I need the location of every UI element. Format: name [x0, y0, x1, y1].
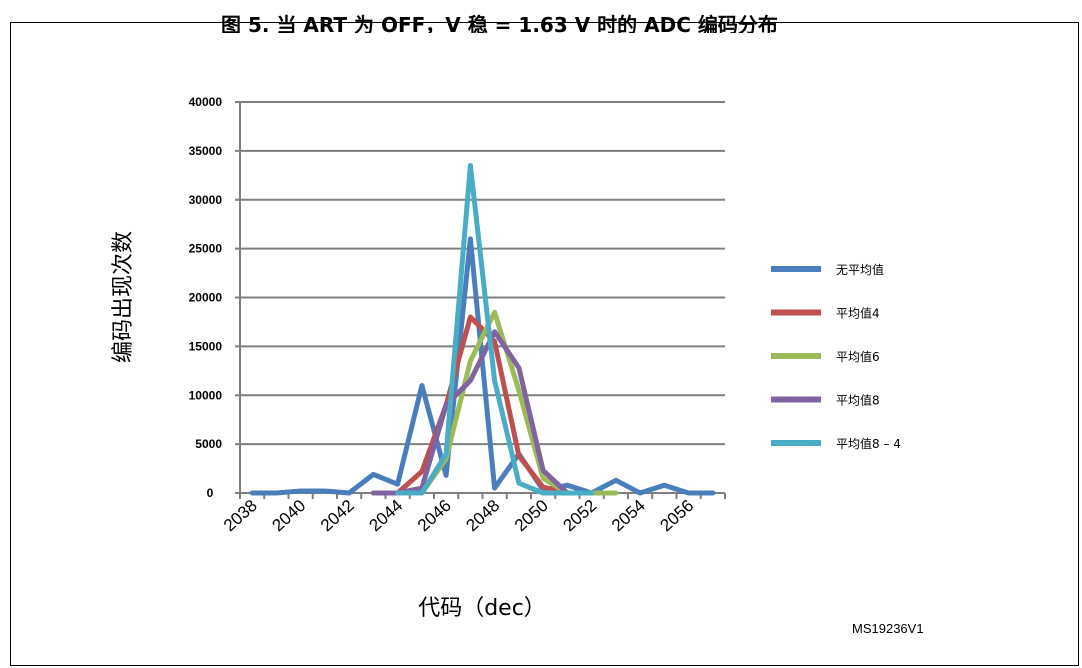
y-tick-label: 15000 [189, 339, 223, 353]
y-tick-label: 30000 [189, 193, 223, 207]
y-tick-label: 35000 [189, 144, 223, 158]
x-tick-label: 2048 [462, 496, 503, 535]
figure-frame: 图 5. 当 ART 为 OFF，V 稳 = 1.63 V 时的 ADC 编码分… [10, 13, 1079, 666]
x-tick-label: 2040 [268, 496, 309, 535]
y-axis-label: 编码出现次数 [111, 231, 136, 363]
y-tick-label: 0 [207, 486, 214, 500]
series-line-2 [370, 314, 595, 496]
figure-id: MS19236V1 [852, 621, 924, 636]
y-tick-label: 40000 [189, 95, 223, 109]
legend-label-3: 平均值6 [836, 349, 880, 364]
y-tick-label: 20000 [189, 291, 223, 305]
series-line-4 [370, 329, 595, 496]
y-tick-label: 5000 [195, 437, 222, 451]
x-tick-label: 2052 [559, 496, 600, 535]
figure-title: 图 5. 当 ART 为 OFF，V 稳 = 1.63 V 时的 ADC 编码分… [221, 13, 778, 33]
y-tick-label: 25000 [189, 242, 223, 256]
x-tick-label: 2046 [414, 496, 455, 535]
x-tick-label: 2050 [511, 496, 552, 535]
legend-label-1: 无平均值 [836, 262, 884, 277]
x-tick-label: 2042 [317, 496, 358, 535]
legend-label-5: 平均值8 – 4 [836, 436, 901, 451]
legend-label-2: 平均值4 [836, 306, 880, 321]
x-tick-label: 2038 [220, 496, 261, 535]
x-axis-label: 代码（dec） [418, 596, 546, 621]
legend-label-4: 平均值8 [836, 393, 880, 408]
series-lines [249, 163, 716, 496]
series-line-5 [395, 163, 595, 496]
x-tick-label: 2054 [608, 496, 649, 535]
y-tick-label: 10000 [189, 388, 223, 402]
x-tick-label: 2056 [656, 496, 697, 535]
series-line-1 [249, 236, 716, 496]
x-tick-label: 2044 [365, 496, 406, 535]
